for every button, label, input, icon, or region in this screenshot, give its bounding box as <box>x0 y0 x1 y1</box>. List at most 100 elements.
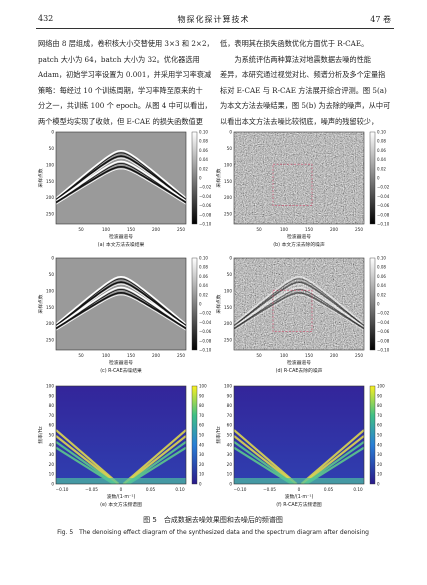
colorbar-tick-label: 0.10 <box>199 130 208 135</box>
y-axis-label: 采样点数 <box>215 168 222 187</box>
x-tick-label: −0.05 <box>263 487 276 492</box>
spectrum-energy <box>56 440 117 484</box>
x-tick-label: 50 <box>256 353 262 358</box>
x-axis-label: 检波器道号 <box>109 359 133 366</box>
x-tick-label: 100 <box>280 353 288 358</box>
colorbar-tick-label: 0 <box>377 302 380 307</box>
panel: 1009080706050403020100100908070605040302… <box>215 384 385 509</box>
y-tick-label: 200 <box>224 321 232 326</box>
colorbar-tick-label: 0.02 <box>199 166 208 171</box>
frame <box>233 385 365 485</box>
y-tick-label: 250 <box>46 338 54 343</box>
y-tick-label: 50 <box>49 272 55 277</box>
x-tick-label: 50 <box>78 227 84 232</box>
colorbar-tick-label: 0.02 <box>199 292 208 297</box>
colorbar-tick-label: −0.08 <box>377 212 390 217</box>
noise <box>234 258 364 350</box>
colorbar-tick-label: 0.06 <box>199 274 208 279</box>
x-axis-label: 检波器道号 <box>287 359 311 366</box>
colorbar-tick-label: −0.06 <box>377 203 390 208</box>
y-axis-label: 采样点数 <box>37 168 44 187</box>
spectrum-energy <box>56 429 120 484</box>
text-line: patch 大小为 64，batch 大小为 32。优化器选用 <box>38 54 200 64</box>
event <box>56 281 186 327</box>
y-tick-label: 0 <box>229 256 232 261</box>
y-tick-label: 80 <box>227 403 233 408</box>
y-tick-label: 100 <box>46 162 54 167</box>
y-tick-label: 50 <box>227 272 233 277</box>
frame <box>55 257 187 351</box>
y-tick-label: 0 <box>51 482 54 487</box>
y-tick-label: 90 <box>49 393 55 398</box>
panel: 0.10 0.08 0.06 0.04 0.02 0 −0.02 −0.04 −0.06 −0.0… <box>215 256 390 375</box>
colorbar-tick-label: 0.08 <box>377 139 386 144</box>
colorbar-tick-label: 100 <box>377 384 385 389</box>
spectrum-energy <box>125 440 186 484</box>
panel-image <box>234 386 364 484</box>
spectrum-energy <box>300 429 364 484</box>
event <box>234 294 364 331</box>
panel: 0.10 0.08 0.06 0.04 0.02 0 −0.02 −0.04 −0.06 −0.0… <box>37 130 212 249</box>
colorbar-tick-label: 70 <box>199 413 205 418</box>
x-tick-label: 150 <box>305 227 313 232</box>
text-line: 差异，本研究通过视觉对比、频谱分析及多个定量指 <box>220 70 386 80</box>
colorbar-tick-label: −0.02 <box>199 185 212 190</box>
frame <box>233 131 365 225</box>
colorbar-tick-label: 0.08 <box>199 139 208 144</box>
event <box>56 294 186 331</box>
colorbar-tick-label: −0.02 <box>377 185 390 190</box>
colorbar <box>369 385 376 485</box>
y-tick-label: 90 <box>227 393 233 398</box>
header-rule <box>36 28 394 29</box>
colorbar-tick-label: 30 <box>377 452 383 457</box>
event <box>56 286 186 328</box>
y-tick-label: 100 <box>46 384 54 389</box>
spectrum-low <box>56 478 186 484</box>
event <box>234 286 364 328</box>
y-tick-label: 50 <box>49 146 55 151</box>
panel-caption: (e) 本文方法频谱图 <box>100 501 142 508</box>
x-tick-label: −0.10 <box>56 487 69 492</box>
image-bg <box>56 258 186 350</box>
x-tick-label: 0.10 <box>175 487 185 492</box>
spectrum-low <box>234 478 364 484</box>
colorbar <box>191 257 198 351</box>
text-line: 以看出本文方法去噪比较彻底，噪声的残留较少， <box>220 116 379 126</box>
event <box>234 275 364 325</box>
text-line: 标对 E-CAE 与 R-CAE 方法展开综合评测。图 5(a) <box>220 85 387 95</box>
x-tick-label: 150 <box>127 353 135 358</box>
figure-caption-en: Fig. 5 The denoising effect diagram of t… <box>57 529 369 536</box>
colorbar-tick-label: 0.10 <box>377 130 386 135</box>
x-tick-label: 200 <box>152 227 160 232</box>
y-tick-label: 150 <box>224 179 232 184</box>
panel-caption: (b) 本文方法去除的噪声 <box>273 241 325 248</box>
spectrum-energy <box>124 435 186 484</box>
spectrum-energy <box>127 446 186 484</box>
event <box>56 291 186 329</box>
y-tick-label: 10 <box>227 472 233 477</box>
colorbar-tick-label: −0.02 <box>377 311 390 316</box>
spectrum-bg <box>234 386 364 484</box>
x-tick-label: −0.10 <box>234 487 247 492</box>
text-line: 为本文方法去噪结果，图 5(b) 为去除的噪声，从中可 <box>220 101 391 111</box>
panel-image <box>234 258 364 350</box>
x-tick-label: 250 <box>355 227 363 232</box>
colorbar-tick-label: −0.10 <box>199 348 212 353</box>
figure-caption-cn: 图 5 合成数据去噪效果图和去噪后的频谱图 <box>143 515 283 524</box>
x-tick-label: 250 <box>355 353 363 358</box>
text-line: 分之一，共训练 100 个 epoch。从图 4 中可以看出， <box>38 101 212 111</box>
y-tick-label: 150 <box>224 305 232 310</box>
event <box>234 291 364 329</box>
x-tick-label: 50 <box>78 353 84 358</box>
text-line: 策略：每经过 10 个训练周期，学习率降至原来的十 <box>38 85 203 95</box>
event <box>56 165 186 203</box>
y-tick-label: 30 <box>227 452 233 457</box>
panel: 1009080706050403020100100908070605040302… <box>37 384 207 509</box>
colorbar-tick-label: −0.10 <box>199 222 212 227</box>
colorbar-tick-label: 0.06 <box>377 274 386 279</box>
y-tick-label: 100 <box>46 288 54 293</box>
y-tick-label: 40 <box>49 442 55 447</box>
text-line: 网络由 8 层组成，卷积核大小交替使用 3×3 和 2×2， <box>38 39 214 48</box>
colorbar-tick-label: 0.08 <box>377 265 386 270</box>
colorbar-tick-label: −0.08 <box>199 338 212 343</box>
